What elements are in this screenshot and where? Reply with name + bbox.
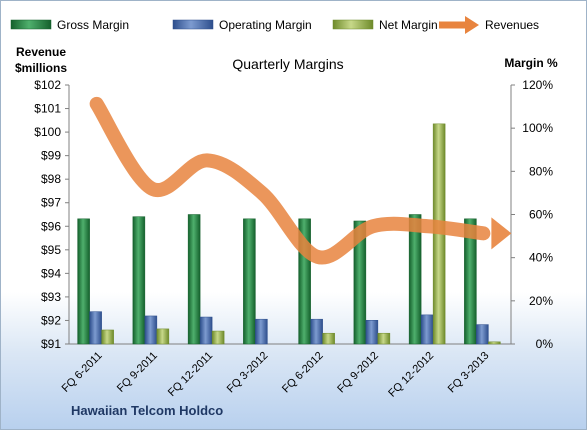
bar-operating-margin [311,319,323,344]
legend-swatch-gross-margin [11,20,51,29]
left-tick-label: $96 [41,219,61,233]
bar-operating-margin [90,312,102,344]
bar-operating-margin [366,320,378,344]
revenues-line [97,104,484,258]
bar-operating-margin [476,325,488,344]
right-tick-label: 20% [529,294,553,308]
left-tick-label: $93 [41,290,61,304]
right-tick-label: 0% [536,337,554,351]
left-tick-label: $101 [34,102,61,116]
right-tick-label: 60% [529,208,553,222]
legend-label: Net Margin [379,18,438,32]
revenues-arrowhead [491,217,511,249]
bar-net-margin [378,333,390,344]
left-axis-title: $millions [15,61,67,75]
bar-operating-margin [145,316,157,344]
left-tick-label: $91 [41,337,61,351]
bar-operating-margin [200,317,212,344]
bar-operating-margin [421,315,433,344]
x-tick-label: FQ 9-2011 [115,350,160,395]
bar-net-margin [102,330,114,344]
legend-swatch-net-margin [333,20,373,29]
right-tick-label: 100% [522,121,553,135]
left-tick-label: $94 [41,266,61,280]
x-tick-label: FQ 12-2012 [386,350,436,400]
left-tick-label: $97 [41,196,61,210]
left-tick-label: $92 [41,313,61,327]
x-tick-label: FQ 6-2011 [60,350,105,395]
bar-net-margin [488,342,500,344]
chart-title: Quarterly Margins [232,56,343,72]
legend-label: Gross Margin [57,18,129,32]
bar-net-margin [212,331,224,344]
bar-gross-margin [409,215,421,345]
left-axis-title: Revenue [16,45,66,59]
left-tick-label: $99 [41,149,61,163]
legend-label: Revenues [485,18,539,32]
bar-gross-margin [188,215,200,345]
bar-gross-margin [243,219,255,344]
legend-swatch-operating-margin [173,20,213,29]
right-tick-label: 40% [529,251,553,265]
right-tick-label: 80% [529,164,553,178]
right-tick-label: 120% [522,78,553,92]
x-tick-label: FQ 3-2012 [225,350,271,396]
bar-gross-margin [78,219,90,344]
bar-operating-margin [255,319,267,344]
left-tick-label: $100 [34,125,61,139]
company-footer: Hawaiian Telcom Holdco [71,403,223,418]
bar-net-margin [157,329,169,344]
x-tick-label: FQ 9-2012 [335,350,381,396]
left-tick-label: $102 [34,78,61,92]
x-tick-label: FQ 3-2013 [446,350,492,396]
right-axis-title: Margin % [504,56,558,70]
bar-gross-margin [133,217,145,344]
legend-label: Operating Margin [219,18,312,32]
left-tick-label: $98 [41,172,61,186]
bar-net-margin [323,333,335,344]
left-tick-label: $95 [41,243,61,257]
x-tick-label: FQ 6-2012 [280,350,326,396]
legend-swatch-revenues-arrow [465,16,479,34]
x-tick-label: FQ 12-2011 [166,350,215,399]
